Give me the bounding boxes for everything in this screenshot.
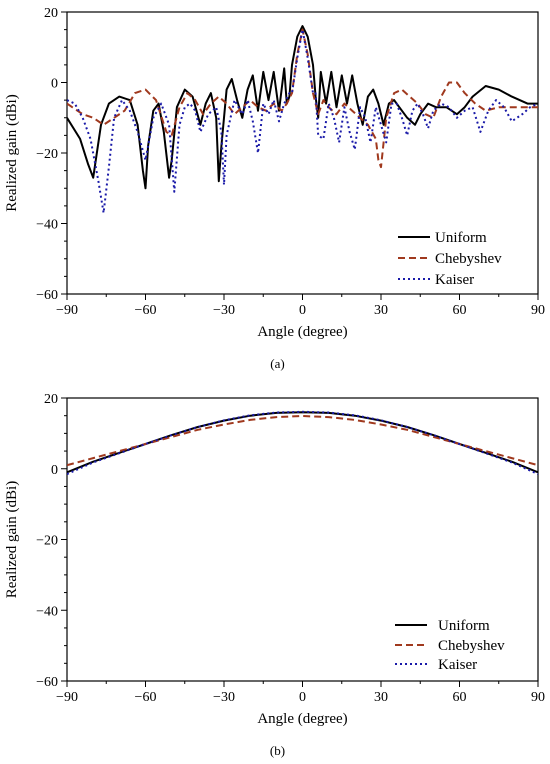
- x-tick-label: −90: [56, 303, 78, 318]
- x-tick-label: 0: [299, 690, 306, 705]
- panel-caption: (b): [270, 743, 285, 758]
- x-tick-label: 90: [531, 303, 545, 318]
- series-line-kaiser: [67, 410, 538, 476]
- x-tick-label: −90: [56, 690, 78, 705]
- x-tick-label: −30: [213, 690, 235, 705]
- y-tick-label: 20: [44, 6, 58, 21]
- legend-label-uniform: Uniform: [438, 618, 490, 634]
- x-tick-label: −30: [213, 303, 235, 318]
- legend-label-uniform: Uniform: [435, 230, 487, 246]
- y-tick-label: −60: [36, 288, 58, 303]
- x-tick-label: 60: [453, 303, 467, 318]
- legend-label-kaiser: Kaiser: [435, 272, 474, 288]
- y-axis-label: Realized gain (dBi): [4, 94, 20, 211]
- y-tick-label: 0: [51, 77, 58, 92]
- y-tick-label: 0: [51, 463, 58, 478]
- legend-label-chebyshev: Chebyshev: [438, 638, 505, 654]
- panel-caption: (a): [270, 356, 284, 371]
- legend-label-kaiser: Kaiser: [438, 657, 477, 673]
- series-line-chebyshev: [67, 28, 538, 169]
- y-tick-label: −20: [36, 534, 58, 549]
- y-tick-label: −40: [36, 604, 58, 619]
- x-tick-label: 30: [374, 690, 388, 705]
- y-axis-label: Realized gain (dBi): [4, 481, 20, 598]
- x-tick-label: 30: [374, 303, 388, 318]
- series-line-uniform: [67, 25, 538, 190]
- x-tick-label: 60: [453, 690, 467, 705]
- series-line-uniform: [67, 411, 538, 474]
- x-tick-label: 90: [531, 690, 545, 705]
- x-tick-label: −60: [135, 303, 157, 318]
- y-tick-label: −40: [36, 218, 58, 233]
- series-line-kaiser: [67, 28, 538, 214]
- series-line-chebyshev: [67, 415, 538, 467]
- x-axis-label: Angle (degree): [257, 324, 347, 340]
- x-tick-label: 0: [299, 303, 306, 318]
- legend-label-chebyshev: Chebyshev: [435, 251, 502, 267]
- y-tick-label: 20: [44, 392, 58, 407]
- y-tick-label: −20: [36, 147, 58, 162]
- y-tick-label: −60: [36, 675, 58, 690]
- x-axis-label: Angle (degree): [257, 711, 347, 727]
- x-tick-label: −60: [135, 690, 157, 705]
